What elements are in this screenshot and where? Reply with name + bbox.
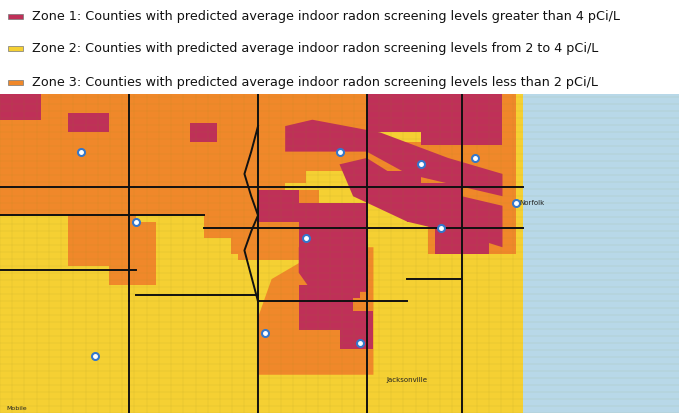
- FancyBboxPatch shape: [394, 142, 462, 206]
- Text: Norfolk: Norfolk: [519, 200, 545, 206]
- FancyBboxPatch shape: [421, 95, 502, 146]
- Polygon shape: [0, 391, 272, 413]
- FancyBboxPatch shape: [0, 95, 102, 143]
- FancyBboxPatch shape: [238, 190, 319, 260]
- FancyBboxPatch shape: [312, 248, 360, 299]
- Text: Jacksonville: Jacksonville: [387, 376, 428, 382]
- FancyBboxPatch shape: [231, 184, 285, 254]
- FancyBboxPatch shape: [448, 95, 516, 174]
- FancyBboxPatch shape: [0, 95, 523, 413]
- Polygon shape: [299, 228, 367, 292]
- FancyBboxPatch shape: [8, 81, 23, 86]
- FancyBboxPatch shape: [428, 133, 516, 254]
- FancyBboxPatch shape: [204, 95, 306, 184]
- FancyBboxPatch shape: [8, 47, 23, 52]
- FancyBboxPatch shape: [435, 216, 489, 254]
- FancyBboxPatch shape: [190, 123, 217, 143]
- FancyBboxPatch shape: [285, 95, 367, 171]
- FancyBboxPatch shape: [367, 95, 435, 133]
- Text: Mobile: Mobile: [7, 405, 27, 410]
- FancyBboxPatch shape: [204, 184, 272, 238]
- FancyBboxPatch shape: [516, 95, 679, 413]
- FancyBboxPatch shape: [0, 95, 204, 216]
- FancyBboxPatch shape: [68, 114, 109, 133]
- Text: Zone 2: Counties with predicted average indoor radon screening levels from 2 to : Zone 2: Counties with predicted average …: [32, 42, 598, 55]
- FancyBboxPatch shape: [8, 14, 23, 20]
- Polygon shape: [272, 394, 407, 413]
- FancyBboxPatch shape: [0, 95, 41, 121]
- Polygon shape: [285, 121, 502, 197]
- FancyBboxPatch shape: [109, 222, 156, 286]
- Polygon shape: [258, 248, 373, 375]
- Polygon shape: [340, 159, 502, 248]
- FancyBboxPatch shape: [68, 216, 136, 267]
- Text: Zone 3: Counties with predicted average indoor radon screening levels less than : Zone 3: Counties with predicted average …: [32, 76, 598, 89]
- Polygon shape: [462, 174, 516, 238]
- FancyBboxPatch shape: [340, 311, 373, 349]
- FancyBboxPatch shape: [380, 171, 421, 197]
- Text: Zone 1: Counties with predicted average indoor radon screening levels greater th: Zone 1: Counties with predicted average …: [32, 9, 620, 23]
- FancyBboxPatch shape: [299, 286, 353, 330]
- FancyBboxPatch shape: [407, 184, 462, 222]
- Polygon shape: [407, 238, 516, 413]
- FancyBboxPatch shape: [299, 203, 367, 248]
- FancyBboxPatch shape: [353, 152, 421, 190]
- FancyBboxPatch shape: [258, 190, 299, 222]
